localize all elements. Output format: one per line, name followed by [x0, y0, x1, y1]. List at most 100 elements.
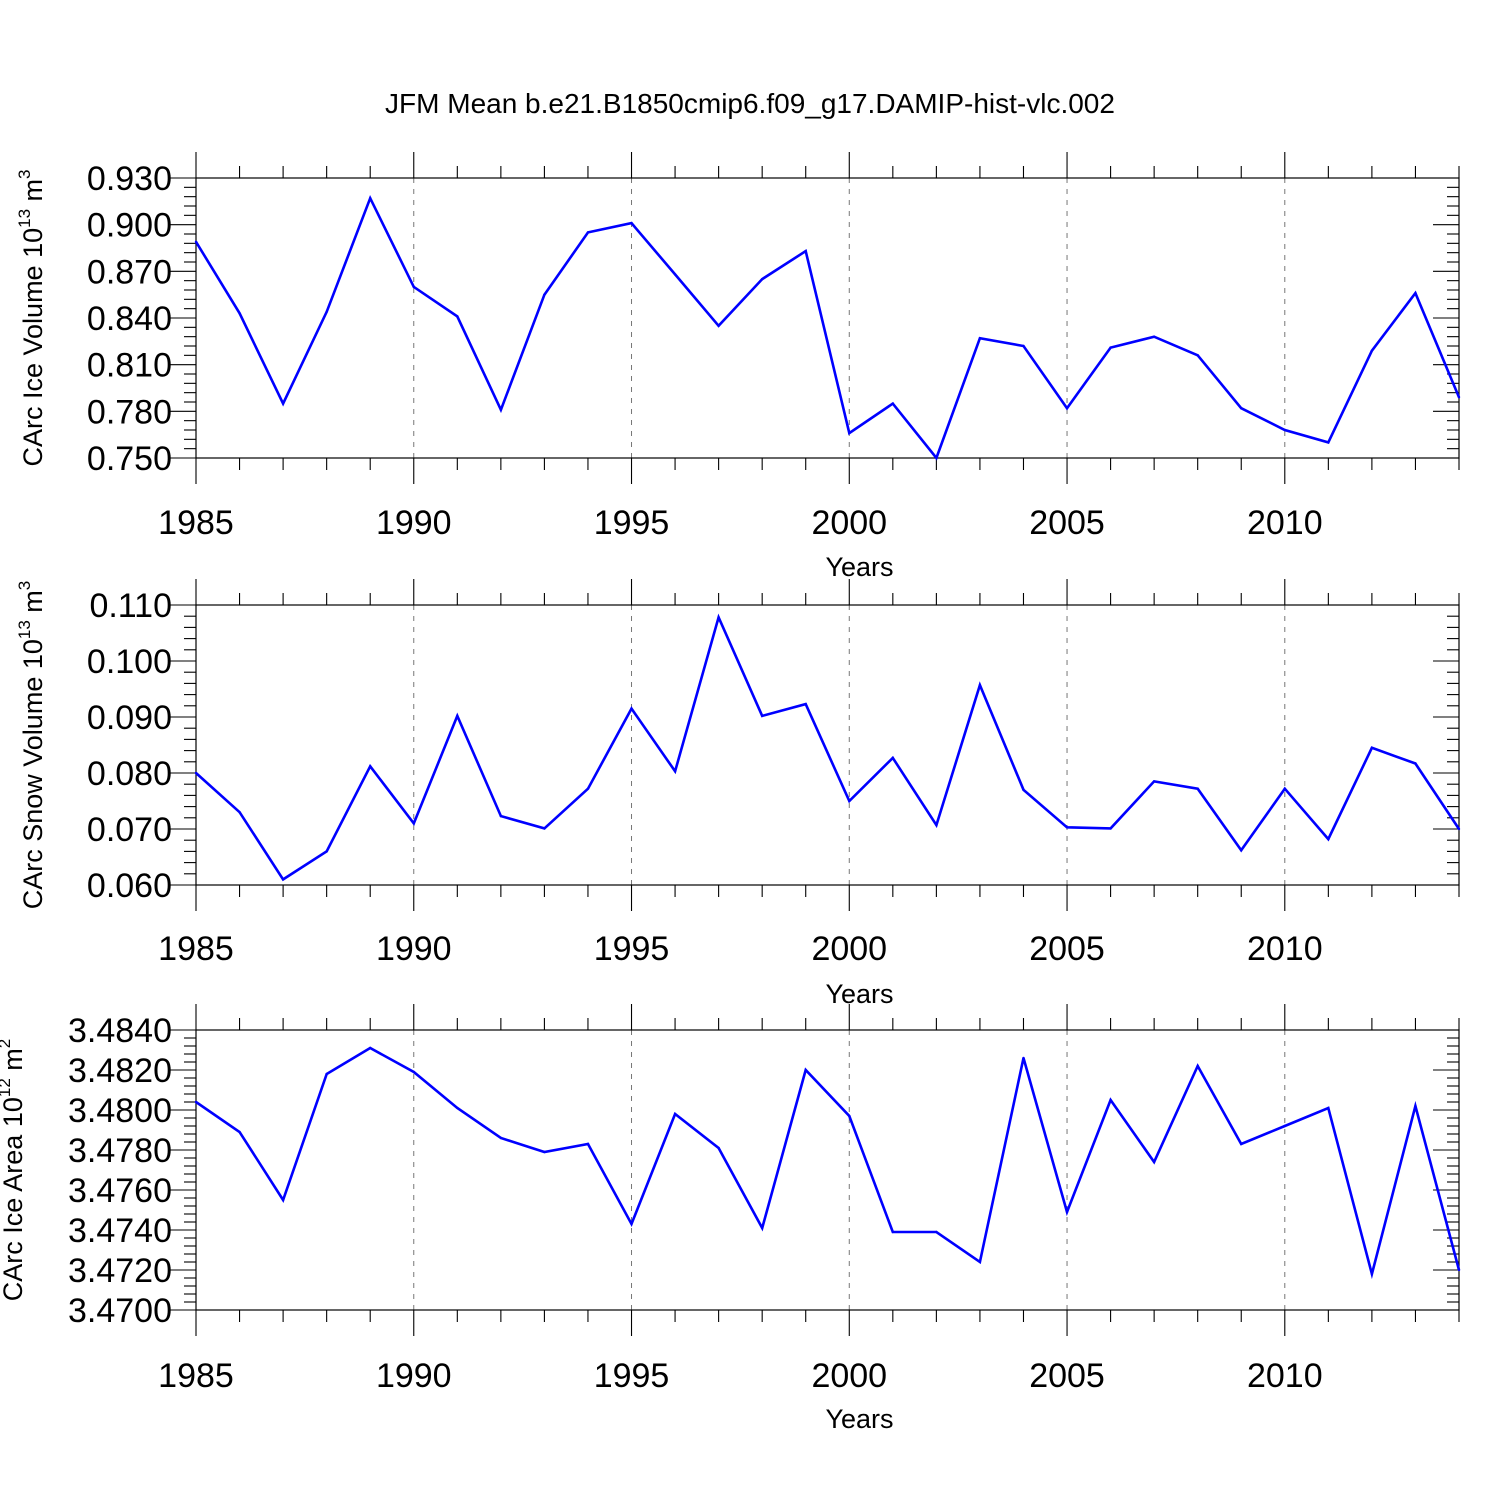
y-tick-label: 3.4700 — [68, 1292, 172, 1330]
x-tick-label: 1990 — [376, 930, 452, 968]
panel-snow-volume: 1985 1990 1995 2000 2005 2010 0.060 0.070 0.080 0… — [15, 579, 1461, 1009]
data-point — [848, 431, 851, 435]
y-tick-label: 0.080 — [87, 755, 172, 793]
y-axis-label-unit: m — [0, 1048, 28, 1078]
x-tick-label: 2000 — [811, 930, 887, 968]
data-point — [194, 240, 198, 243]
data-point — [1370, 1272, 1374, 1276]
data-point — [281, 1198, 285, 1202]
x-tick-label: 1990 — [376, 504, 452, 542]
x-tick-label: 2005 — [1029, 504, 1105, 542]
x-tick-label: 1995 — [594, 1357, 670, 1395]
series-line-snow-volume — [195, 613, 1461, 882]
y-tick-label: 0.090 — [87, 699, 172, 737]
x-axis-label: Years — [825, 552, 893, 582]
y-axis-label-text: CArc Snow Volume 10 — [18, 639, 48, 909]
y-tick-label: 3.4820 — [68, 1052, 172, 1090]
data-point — [281, 878, 285, 881]
data-point — [1457, 827, 1461, 831]
data-point — [1240, 1142, 1243, 1146]
x-tick-label: 1985 — [158, 504, 234, 542]
data-point — [1065, 826, 1069, 829]
data-point — [369, 1046, 372, 1050]
y-tick-label: 0.840 — [87, 300, 172, 338]
data-point — [586, 1142, 590, 1146]
data-point — [456, 714, 459, 718]
data-point — [499, 1136, 503, 1140]
data-point — [1283, 428, 1286, 432]
series-line-ice-area — [195, 1046, 1461, 1280]
data-point — [717, 1146, 720, 1150]
data-point — [804, 702, 807, 706]
x-tick-label: 1990 — [376, 1357, 452, 1395]
y-axis-label: CArc Ice Volume 1013 m3 — [15, 169, 48, 466]
plot-frame — [195, 604, 1460, 886]
y-tick-label: 3.4740 — [68, 1212, 172, 1250]
data-point — [760, 1226, 764, 1230]
panel-ice-area: 1985 1990 1995 2000 2005 20103.47003.47203.47… — [0, 1004, 1461, 1434]
data-point — [1327, 837, 1330, 841]
data-point — [412, 822, 415, 825]
y-axis-label-text: CArc Ice Area 10 — [0, 1097, 28, 1301]
x-tick-label: 1985 — [158, 930, 234, 968]
data-point — [1283, 787, 1286, 790]
data-point — [194, 771, 198, 775]
y-axis-label-text: CArc Ice Volume 10 — [18, 228, 48, 467]
y-axis-label-unit-exponent: 2 — [0, 1039, 14, 1048]
y-axis-label-unit-exponent: 3 — [15, 581, 34, 590]
data-point — [760, 277, 764, 281]
panel-ice-volume: 1985 1990 1995 2000 2005 2010 0.750 0.780 0.810 0… — [15, 152, 1461, 582]
y-tick-label: 3.4800 — [68, 1092, 172, 1130]
data-point — [1327, 441, 1330, 444]
data-point — [325, 850, 328, 853]
y-tick-label: 3.4780 — [68, 1132, 172, 1170]
data-point — [935, 823, 938, 827]
data-point — [848, 799, 851, 803]
data-point — [1457, 396, 1461, 399]
data-point — [369, 765, 372, 768]
chart-title: JFM Mean b.e21.B1850cmip6.f09_g17.DAMIP-… — [385, 88, 1115, 119]
y-tick-label: 0.780 — [87, 393, 172, 431]
data-point — [1196, 354, 1199, 357]
y-axis-label-exponent: 13 — [15, 209, 34, 228]
x-tick-label: 2000 — [811, 1357, 887, 1395]
x-tick-label: 2010 — [1247, 504, 1323, 542]
data-point — [1022, 788, 1025, 791]
y-tick-label: 0.070 — [87, 811, 172, 849]
data-point — [1022, 344, 1025, 348]
data-point — [978, 337, 982, 340]
y-tick-label: 0.810 — [87, 347, 172, 385]
data-point — [499, 408, 503, 411]
y-tick-label: 3.4720 — [68, 1252, 172, 1290]
x-tick-label: 2010 — [1247, 930, 1323, 968]
data-point — [1414, 291, 1417, 295]
data-point — [238, 811, 241, 814]
y-axis-label-unit: m — [18, 179, 48, 209]
data-point — [978, 1260, 982, 1264]
data-point — [1457, 1268, 1461, 1272]
data-point — [412, 285, 415, 289]
data-point — [412, 1070, 415, 1074]
x-tick-label: 2005 — [1029, 1357, 1105, 1395]
data-point — [935, 456, 938, 460]
data-point — [499, 814, 503, 818]
data-point — [1414, 1104, 1417, 1108]
y-tick-label: 0.110 — [89, 587, 172, 625]
x-axis-label: Years — [825, 1404, 893, 1434]
data-point — [1196, 787, 1199, 790]
data-point — [630, 707, 633, 710]
data-point — [1109, 827, 1112, 830]
data-point — [1152, 335, 1156, 338]
y-axis-label-unit-exponent: 3 — [15, 169, 34, 178]
data-point — [238, 312, 241, 315]
data-point — [543, 827, 546, 830]
y-axis-label-exponent: 13 — [15, 620, 34, 639]
data-point — [1065, 407, 1069, 410]
x-tick-label: 2010 — [1247, 1357, 1323, 1395]
plot-frame — [195, 177, 1460, 459]
y-tick-label: 0.060 — [87, 867, 172, 905]
data-point — [586, 787, 590, 790]
x-tick-label: 2000 — [811, 504, 887, 542]
data-point — [1370, 746, 1374, 749]
data-point — [935, 1230, 938, 1234]
